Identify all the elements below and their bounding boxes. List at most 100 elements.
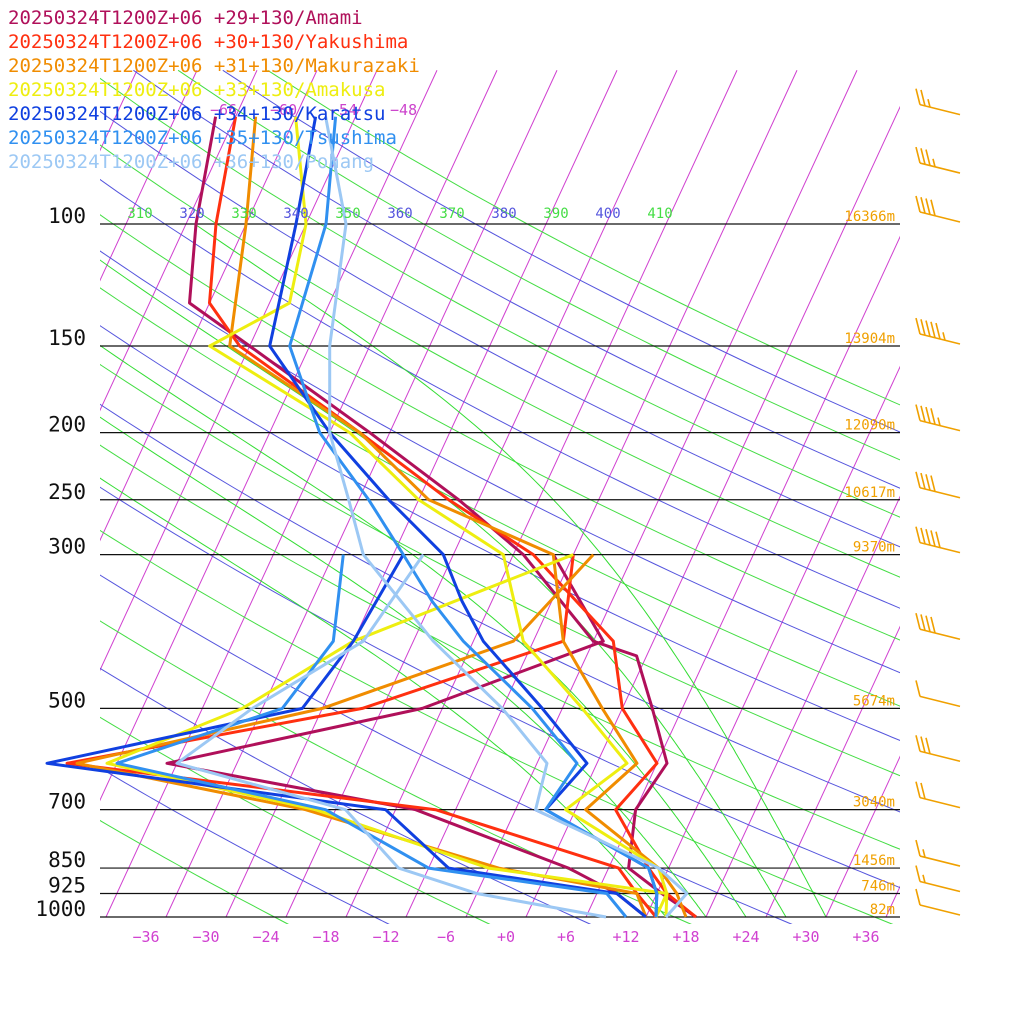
- wind-barb-staff: [919, 695, 961, 708]
- dry-adiabat-line: [100, 144, 900, 578]
- height-label: 82m: [870, 902, 895, 918]
- wind-barb: [915, 88, 961, 116]
- dry-adiabat-line: [100, 178, 900, 609]
- isotherm-line: [100, 70, 258, 412]
- height-label: 1456m: [853, 853, 895, 869]
- wind-barb-half-flag: [922, 874, 926, 883]
- wind-barb-flag: [915, 317, 921, 335]
- legend-entry: 20250324T1200Z+06 +31+130/Makurazaki: [8, 55, 420, 77]
- theta-label: 390: [543, 206, 568, 222]
- pressure-tick-label: 200: [48, 413, 86, 437]
- x-tick-label: +18: [672, 928, 699, 946]
- wind-barb-flag: [920, 405, 926, 423]
- x-tick-label: −36: [132, 928, 159, 946]
- wind-barb-flag: [930, 321, 936, 338]
- isotherm-line: [100, 70, 198, 282]
- dry-adiabat-line: [100, 574, 793, 924]
- wind-barb-flag: [915, 471, 921, 488]
- wind-barb-flag: [915, 404, 921, 421]
- dry-adiabat-line: [100, 403, 900, 813]
- pressure-tick-label: 150: [48, 326, 86, 350]
- theta-label: 320: [179, 206, 204, 222]
- wind-barb-staff: [919, 162, 961, 174]
- wind-barb-flag: [915, 146, 921, 164]
- theta-label: 370: [439, 206, 464, 222]
- wind-barb-flag: [920, 319, 926, 336]
- wind-barb-flag: [915, 88, 921, 105]
- upper-temp-label: −60: [270, 101, 297, 119]
- wind-barb: [915, 317, 961, 345]
- x-tick-label: +30: [792, 928, 819, 946]
- wind-barb-flag: [915, 781, 921, 798]
- dry-adiabat-line: [100, 767, 390, 924]
- wind-barb: [915, 781, 961, 809]
- wind-barb-flag: [915, 865, 921, 882]
- dry-adiabat-line: [100, 667, 592, 924]
- pressure-tick-label: 500: [48, 688, 86, 712]
- isotherm-line: [100, 70, 318, 542]
- dry-adiabat-line: [100, 363, 900, 777]
- wind-barb-flag: [925, 406, 931, 424]
- x-tick-label: −18: [312, 928, 339, 946]
- x-tick-label: −30: [192, 928, 219, 946]
- theta-label: 400: [595, 206, 620, 222]
- dry-adiabat-line: [100, 529, 894, 924]
- wind-barb-flag: [930, 616, 936, 634]
- height-label: 9370m: [853, 540, 895, 556]
- wind-barb-flag: [930, 199, 936, 216]
- dry-adiabat-lines: [100, 69, 900, 924]
- sounding-series: [45, 116, 697, 919]
- dry-adiabat-line: [100, 325, 900, 741]
- wind-barb: [915, 613, 961, 641]
- temperature-line: [188, 116, 697, 919]
- dewpoint-line: [75, 553, 648, 918]
- pressure-tick-label: 300: [48, 535, 86, 559]
- wind-barb-flag: [915, 680, 921, 697]
- wind-barb-flag: [920, 782, 926, 800]
- isotherm-line: [345, 70, 738, 918]
- wind-barbs: [915, 88, 961, 916]
- wind-barb-flag: [920, 89, 926, 107]
- temperature-line: [288, 116, 659, 918]
- isotherm-line: [585, 235, 900, 918]
- wind-barb: [915, 471, 961, 499]
- isotherm-line: [765, 625, 900, 918]
- theta-label: 350: [335, 206, 360, 222]
- wind-barb-flag: [930, 408, 936, 425]
- x-tick-label: +0: [497, 928, 515, 946]
- isotherm-line: [405, 70, 798, 918]
- wind-barb-staff: [919, 486, 961, 499]
- x-tick-label: +12: [612, 928, 639, 946]
- dry-adiabat-line: [100, 214, 900, 641]
- legend-entry: 20250324T1200Z+06 +29+130/Amami: [8, 7, 363, 29]
- wind-barb-flag: [925, 528, 931, 546]
- dry-adiabat-line: [100, 444, 900, 850]
- dry-adiabat-line: [100, 716, 491, 924]
- upper-temp-label: −48: [390, 101, 417, 119]
- x-tick-label: −24: [252, 928, 279, 946]
- height-label: 10617m: [844, 485, 895, 501]
- isotherm-line: [705, 495, 900, 918]
- isotherm-line: [285, 70, 678, 918]
- dry-adiabat-line: [100, 110, 900, 548]
- wind-barb-flag: [920, 527, 926, 545]
- wind-barb-flag: [920, 472, 926, 490]
- wind-barb: [915, 146, 961, 174]
- wind-barb-flag: [920, 736, 926, 753]
- legend-entry: 20250324T1200Z+06 +33+130/Amakusa: [8, 79, 386, 101]
- dewpoint-line: [175, 553, 607, 919]
- height-label: 13904m: [844, 331, 895, 347]
- x-tick-label: +36: [852, 928, 879, 946]
- isotherm-line: [100, 70, 438, 802]
- wind-barb-flag: [925, 474, 931, 491]
- dry-adiabat-line: [100, 819, 289, 924]
- theta-label: 310: [127, 206, 152, 222]
- isotherm-line: [645, 365, 900, 918]
- pressure-tick-label: 700: [48, 790, 86, 814]
- isotherm-line: [100, 70, 378, 672]
- wind-barb-half-flag: [922, 849, 926, 858]
- wind-barb: [915, 839, 961, 867]
- height-label: 16366m: [844, 209, 895, 225]
- theta-label: 360: [387, 206, 412, 222]
